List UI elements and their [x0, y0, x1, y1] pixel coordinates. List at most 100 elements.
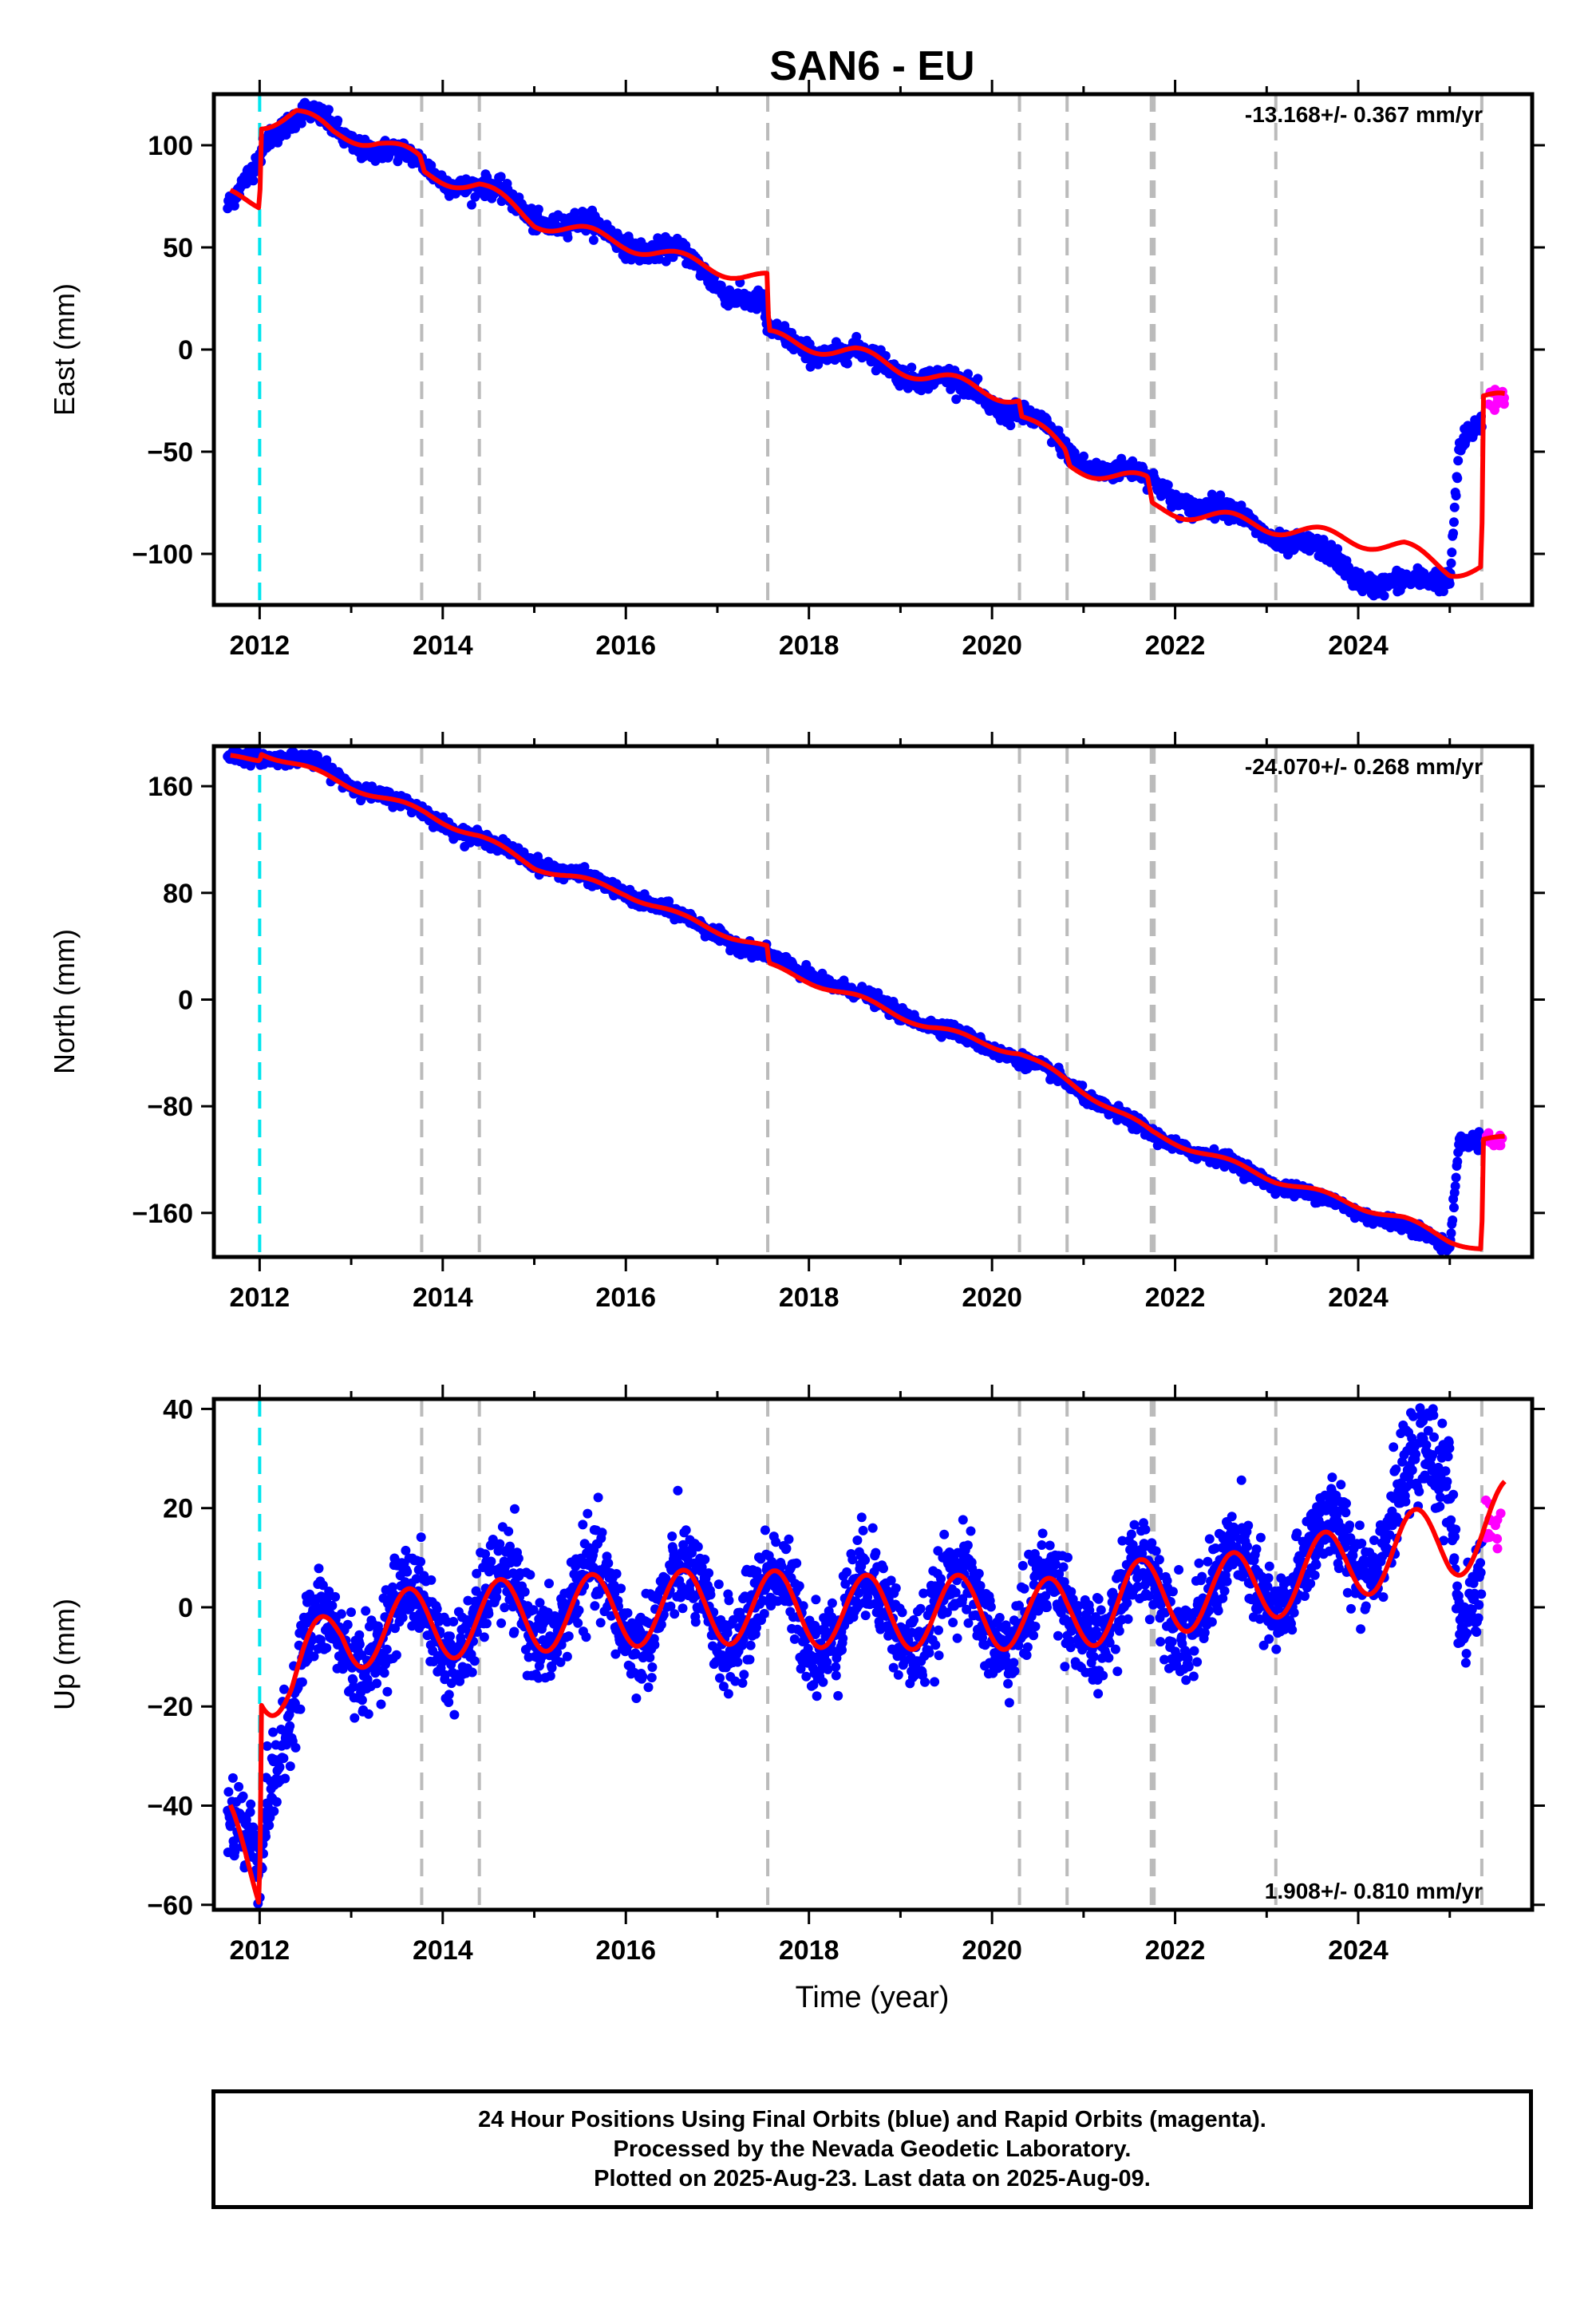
final-orbit-point	[574, 1605, 584, 1615]
final-orbit-point	[724, 1595, 734, 1606]
final-orbit-point	[481, 1618, 492, 1629]
final-orbit-point	[509, 1626, 519, 1637]
final-orbit-point	[449, 1709, 460, 1720]
north-plot-area	[223, 746, 1507, 1257]
final-orbit-point	[500, 1603, 510, 1613]
final-orbit-point	[513, 1553, 523, 1563]
final-orbit-point	[1333, 543, 1343, 554]
final-orbit-point	[563, 232, 573, 243]
final-orbit-point	[269, 1806, 279, 1816]
final-orbit-point	[631, 1694, 642, 1703]
final-orbit-point	[733, 1657, 743, 1667]
final-orbit-point	[432, 1604, 442, 1614]
final-orbit-point	[342, 1619, 353, 1630]
final-orbit-point	[363, 1709, 373, 1719]
x-tick-label: 2022	[1145, 630, 1206, 661]
final-orbit-point	[285, 1721, 295, 1731]
final-orbit-point	[285, 1761, 295, 1772]
final-orbit-point	[638, 1671, 648, 1682]
final-orbit-point	[667, 1531, 678, 1541]
final-orbit-point	[333, 115, 343, 125]
final-orbit-point	[504, 1526, 514, 1536]
final-orbit-point	[578, 1520, 588, 1530]
final-orbit-point	[851, 331, 862, 342]
x-tick-label: 2014	[413, 1282, 473, 1313]
final-orbit-point	[643, 1682, 654, 1693]
final-orbit-point	[650, 1640, 660, 1650]
north-y-axis-label: North (mm)	[48, 929, 81, 1074]
final-orbit-point	[789, 1634, 800, 1644]
final-orbit-point	[426, 1575, 437, 1585]
y-tick-label: −160	[132, 1199, 193, 1229]
final-orbit-point	[593, 1492, 603, 1503]
final-orbit-point	[784, 1534, 794, 1544]
final-orbit-point	[562, 1651, 572, 1662]
final-orbit-point	[1163, 480, 1173, 490]
final-orbit-point	[715, 1673, 725, 1683]
final-orbit-point	[350, 1713, 360, 1723]
final-orbit-point	[280, 1773, 290, 1784]
final-orbit-point	[448, 1617, 459, 1626]
final-orbit-point	[297, 1677, 307, 1687]
final-orbit-point	[1449, 502, 1460, 512]
final-orbit-point	[545, 1671, 555, 1681]
final-orbit-point	[510, 1504, 519, 1514]
x-tick-label: 2016	[595, 630, 656, 661]
final-orbit-point	[973, 373, 983, 384]
final-orbit-point	[1450, 1181, 1460, 1192]
x-tick-label: 2018	[779, 1282, 839, 1313]
final-orbit-point	[690, 1617, 701, 1627]
x-tick-label: 2016	[595, 1282, 656, 1313]
final-orbit-point	[402, 1567, 413, 1577]
final-orbit-point	[590, 1601, 600, 1611]
final-orbit-point	[1452, 473, 1463, 484]
final-orbit-point	[295, 1704, 306, 1714]
y-tick-label: −80	[147, 1092, 193, 1122]
final-orbit-point	[227, 1773, 238, 1783]
final-orbit-point	[322, 1643, 332, 1653]
final-orbit-point	[1215, 490, 1226, 500]
final-orbit-point	[646, 1673, 657, 1683]
final-orbit-point	[1451, 1172, 1461, 1183]
final-orbit-point	[1236, 500, 1246, 511]
final-orbit-point	[229, 200, 239, 211]
final-orbit-point	[469, 1656, 480, 1666]
final-orbit-point	[330, 1591, 341, 1602]
final-orbit-point	[1116, 453, 1127, 464]
final-orbit-point	[271, 1796, 282, 1807]
final-orbit-point	[1452, 1156, 1463, 1167]
final-orbit-point	[583, 1508, 593, 1519]
final-orbit-point	[759, 1609, 769, 1618]
final-orbit-point	[842, 358, 852, 369]
final-orbit-point	[262, 1741, 272, 1751]
final-orbit-point	[704, 1568, 714, 1579]
final-orbit-point	[907, 362, 917, 373]
final-orbit-point	[248, 176, 259, 186]
final-orbit-point	[700, 1555, 710, 1564]
final-orbit-point	[354, 1639, 365, 1650]
final-orbit-point	[479, 1632, 489, 1642]
final-orbit-point	[416, 1532, 426, 1543]
final-orbit-point	[1447, 547, 1457, 558]
final-orbit-point	[486, 1556, 496, 1567]
panel-north: 2012 2014 2016 2018 2020 2022 2024160800−80−16…	[48, 732, 1545, 1313]
final-orbit-point	[544, 1579, 554, 1589]
final-orbit-point	[379, 1668, 389, 1678]
final-orbit-point	[963, 369, 973, 379]
final-orbit-point	[611, 1569, 622, 1579]
final-orbit-point	[223, 1787, 234, 1797]
final-orbit-point	[376, 1699, 386, 1709]
final-orbit-point	[1449, 517, 1459, 528]
final-orbit-point	[336, 1609, 346, 1619]
final-orbit-point	[1005, 421, 1016, 431]
final-orbit-point	[354, 1630, 365, 1640]
x-tick-label: 2012	[230, 1282, 290, 1313]
final-orbit-point	[1438, 587, 1448, 596]
final-orbit-point	[391, 1650, 401, 1660]
east-plot-area	[223, 94, 1509, 605]
x-tick-label: 2020	[962, 630, 1022, 661]
final-orbit-point	[693, 1542, 703, 1552]
north-rate-annotation: -24.070+/- 0.268 mm/yr	[1245, 754, 1483, 779]
final-orbit-point	[668, 252, 678, 263]
